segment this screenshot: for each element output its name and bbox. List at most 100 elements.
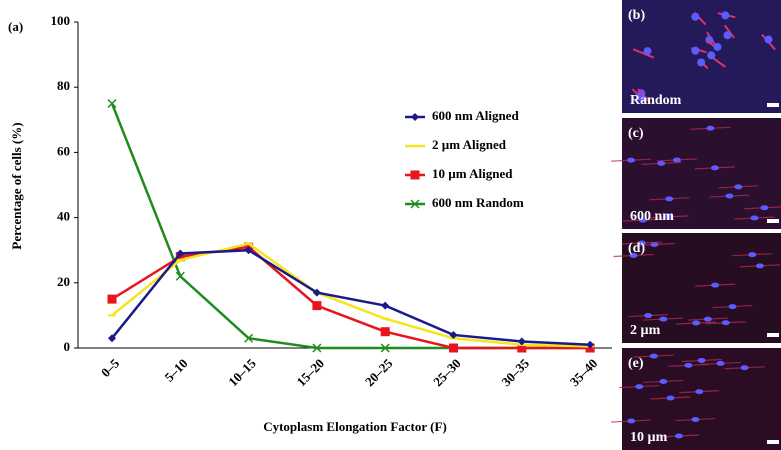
- nucleus: [716, 360, 725, 366]
- nucleus: [637, 240, 646, 246]
- y-tick-label: 40: [57, 209, 70, 224]
- x-tick-label: 30–35: [498, 355, 532, 389]
- legend-label: 600 nm Aligned: [432, 108, 519, 123]
- nucleus: [638, 217, 647, 223]
- micrograph: (b) Random: [622, 0, 781, 113]
- nucleus: [707, 51, 716, 60]
- marker: [449, 343, 458, 353]
- nucleus: [666, 395, 675, 401]
- marker: [107, 98, 117, 109]
- legend-label: 600 nm Random: [432, 195, 524, 210]
- x-tick-label: 35–40: [567, 356, 601, 390]
- marker: [380, 343, 390, 353]
- scale-bar: [767, 440, 779, 444]
- nucleus: [764, 35, 773, 44]
- nucleus: [695, 389, 704, 395]
- y-tick-label: 0: [64, 339, 71, 354]
- nucleus: [710, 165, 719, 171]
- image-caption: 2 µm: [630, 323, 661, 338]
- nucleus: [760, 205, 769, 211]
- micrograph: (d) 2 µm: [613, 233, 781, 343]
- nucleus: [627, 157, 636, 163]
- y-tick-label: 20: [57, 274, 70, 289]
- image-caption: Random: [630, 93, 682, 108]
- marker: [517, 343, 527, 353]
- nucleus: [637, 93, 646, 102]
- nucleus: [740, 365, 749, 371]
- nucleus: [697, 357, 706, 363]
- x-tick-label: 5–10: [162, 356, 191, 385]
- nucleus: [734, 184, 743, 190]
- marker: [410, 199, 420, 209]
- x-axis-label: Cytoplasm Elongation Factor (F): [263, 419, 447, 434]
- nucleus: [721, 320, 730, 326]
- y-tick-label: 60: [57, 143, 70, 158]
- y-tick-label: 100: [51, 13, 71, 28]
- nucleus: [755, 263, 764, 269]
- x-tick-label: 0–5: [98, 355, 123, 380]
- nucleus: [650, 242, 659, 248]
- nucleus: [748, 252, 757, 258]
- series-line: [111, 245, 591, 350]
- marker: [108, 334, 116, 343]
- nucleus: [657, 160, 666, 166]
- y-axis-label: Percentage of cells (%): [9, 122, 24, 249]
- marker: [176, 249, 185, 258]
- nucleus: [691, 12, 700, 21]
- marker: [175, 271, 185, 281]
- marker: [517, 337, 526, 346]
- cell-body: [724, 24, 735, 39]
- x-tick-label: 25–30: [430, 356, 464, 390]
- nucleus: [664, 214, 673, 220]
- nucleus: [665, 196, 674, 202]
- nucleus: [691, 46, 700, 55]
- scale-bar: [767, 333, 779, 337]
- image-label: (e): [628, 356, 644, 371]
- nucleus: [692, 320, 701, 326]
- image-label: (c): [628, 126, 644, 141]
- nucleus: [750, 215, 759, 221]
- micrograph-bg: [622, 118, 781, 229]
- nucleus: [659, 378, 668, 384]
- marker: [312, 343, 322, 353]
- series-line: [111, 248, 591, 346]
- nucleus: [691, 417, 700, 423]
- panel-label: (a): [8, 19, 23, 34]
- nucleus: [703, 316, 712, 322]
- micrograph: (c) 600 nm: [610, 118, 781, 229]
- series-line: [111, 242, 591, 348]
- scale-bar: [767, 103, 779, 107]
- legend-label: 2 µm Aligned: [432, 137, 507, 152]
- nucleus: [697, 58, 706, 67]
- nucleus: [635, 384, 644, 390]
- marker: [410, 170, 420, 180]
- marker: [381, 301, 390, 310]
- image-caption: 10 µm: [630, 430, 668, 445]
- marker: [586, 340, 595, 349]
- nucleus: [711, 282, 720, 288]
- image-caption: 600 nm: [630, 209, 674, 224]
- image-label: (b): [628, 8, 645, 23]
- nucleus: [649, 353, 658, 359]
- micrograph: (e) 10 µm: [611, 348, 781, 450]
- marker: [312, 301, 322, 311]
- x-tick-label: 10–15: [225, 355, 259, 389]
- nucleus: [643, 47, 652, 56]
- marker: [411, 113, 419, 121]
- micrograph-bg: [622, 233, 781, 343]
- marker: [244, 246, 253, 255]
- series-line: [110, 103, 591, 350]
- nucleus: [725, 193, 734, 199]
- nucleus: [684, 362, 693, 368]
- nucleus: [706, 125, 715, 131]
- nucleus: [728, 304, 737, 310]
- legend-label: 10 µm Aligned: [432, 166, 513, 181]
- nucleus: [721, 11, 730, 20]
- marker: [312, 288, 321, 297]
- scale-bar: [767, 219, 779, 223]
- nucleus: [674, 433, 683, 439]
- marker: [244, 333, 254, 343]
- nucleus: [659, 316, 668, 322]
- x-tick-label: 15–20: [294, 356, 328, 390]
